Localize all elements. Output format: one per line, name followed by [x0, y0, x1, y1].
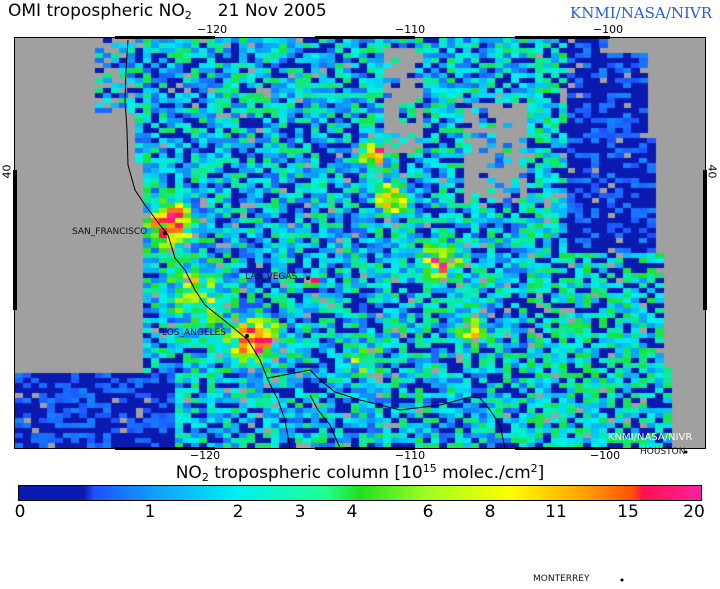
- colorbar-label: NO2 tropospheric column [1015 molec./cm2…: [176, 463, 545, 483]
- lon-tick-bottom-110: −110: [394, 449, 426, 462]
- colorbar-tick: 20: [683, 502, 705, 522]
- us-mexico-border: [267, 369, 506, 449]
- graticule-bar: [703, 170, 707, 310]
- city-label-houston: HOUSTON: [640, 447, 686, 457]
- city-label-los-angeles: LOS_ANGELES: [162, 328, 226, 338]
- city-marker-las-vegas: [306, 276, 310, 280]
- colorbar-tick: 2: [232, 502, 244, 522]
- lon-tick-top-120: −120: [196, 23, 228, 36]
- graticule-bar: [115, 36, 215, 39]
- colorbar-label-part: molec./cm: [436, 463, 531, 483]
- colorbar-tick: 3: [294, 502, 306, 522]
- title-date: 21 Nov 2005: [217, 1, 327, 21]
- map-watermark: KNMI/NASA/NIVR: [608, 432, 693, 443]
- graticule-bar: [115, 447, 215, 450]
- city-label-san-francisco: SAN_FRANCISCO: [72, 227, 148, 237]
- colorbar-label-sup: 2: [530, 462, 538, 475]
- title-text: OMI tropospheric NO: [8, 1, 185, 21]
- frame-graticule-bars: [13, 36, 707, 450]
- colorbar-tick: 11: [545, 502, 567, 522]
- city-marker-houston: [684, 450, 688, 454]
- colorbar-label-sub: 2: [201, 471, 209, 484]
- colorbar-tick: 1: [144, 502, 156, 522]
- no2-map-raster: [15, 38, 705, 448]
- coastline: [124, 39, 291, 449]
- colorbar: [18, 485, 702, 501]
- credit-text: KNMI/NASA/NIVR: [570, 4, 712, 22]
- colorbar-tick: 6: [422, 502, 434, 522]
- colorbar-tick: 4: [346, 502, 358, 522]
- city-marker-los-angeles: [245, 334, 249, 338]
- graticule-bar: [315, 447, 415, 450]
- lon-tick-bottom-120: −120: [189, 449, 221, 462]
- graticule-bar: [13, 170, 17, 310]
- graticule-bar: [515, 447, 610, 450]
- colorbar-tick: 0: [14, 502, 26, 522]
- colorbar-label-part: tropospheric column [10: [208, 463, 423, 483]
- lon-tick-bottom-100: −100: [589, 449, 621, 462]
- graticule-bar: [515, 36, 610, 39]
- lon-tick-top-110: −110: [394, 23, 426, 36]
- city-marker-monterrey: [620, 578, 624, 582]
- city-label-monterrey: MONTERREY: [533, 574, 590, 584]
- baja-coast: [309, 394, 341, 449]
- colorbar-tick: 15: [617, 502, 639, 522]
- city-label-las-vegas: LAS_VEGAS: [245, 272, 298, 282]
- graticule-bar: [315, 36, 415, 39]
- colorbar-tick: 8: [484, 502, 496, 522]
- colorbar-label-part: NO: [175, 463, 202, 483]
- city-marker-san-francisco: [163, 231, 167, 235]
- title-subscript: 2: [184, 9, 192, 22]
- map-title: OMI tropospheric NO2 21 Nov 2005: [8, 1, 327, 21]
- lon-tick-top-100: −100: [592, 23, 624, 36]
- colorbar-label-sup: 15: [422, 462, 437, 475]
- colorbar-label-part: ]: [537, 463, 545, 483]
